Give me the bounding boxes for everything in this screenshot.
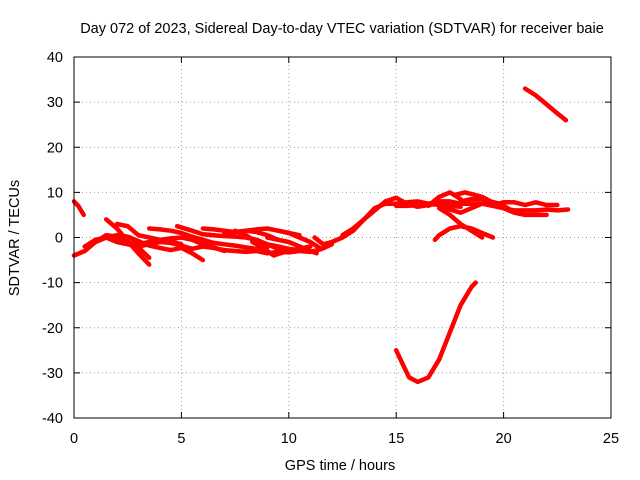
y-tick-label: 10: [47, 185, 63, 201]
y-tick-label: 20: [47, 140, 63, 156]
x-axis-label: GPS time / hours: [285, 458, 395, 474]
y-tick-label: 30: [47, 95, 63, 111]
y-tick-label: -40: [42, 411, 63, 427]
series-arc-7: [114, 221, 227, 254]
y-tick-label: -30: [42, 366, 63, 382]
series-arc-14: [265, 235, 319, 256]
data-series: [71, 86, 571, 385]
series-arc-13: [250, 239, 313, 258]
x-tick-label: 20: [496, 431, 512, 447]
y-tick-label: -20: [42, 321, 63, 337]
y-tick-label: 40: [47, 50, 63, 66]
x-tick-label: 15: [388, 431, 404, 447]
series-arc-23: [479, 201, 571, 213]
y-tick-label: -10: [42, 276, 63, 292]
series-arc-18: [393, 201, 485, 215]
chart-title: Day 072 of 2023, Sidereal Day-to-day VTE…: [80, 21, 604, 37]
series-arc-25: [393, 280, 478, 385]
series-arc-8: [146, 226, 270, 252]
y-axis-ticks: -40 -30 -20 -10 0 10 20 30 40: [42, 50, 611, 427]
series-arc-1: [71, 199, 86, 218]
series-arc-15: [275, 228, 324, 252]
y-tick-label: 0: [55, 231, 63, 247]
series-arc-6: [103, 232, 152, 261]
y-axis-label: SDTVAR / TECUs: [7, 180, 23, 296]
x-tick-label: 25: [603, 431, 619, 447]
x-tick-label: 5: [177, 431, 185, 447]
x-tick-label: 10: [281, 431, 297, 447]
series-arc-24: [432, 223, 496, 243]
series-arc-26: [522, 86, 569, 123]
x-axis-ticks: 0 5 10 15 20 25: [70, 57, 619, 447]
x-tick-label: 0: [70, 431, 78, 447]
